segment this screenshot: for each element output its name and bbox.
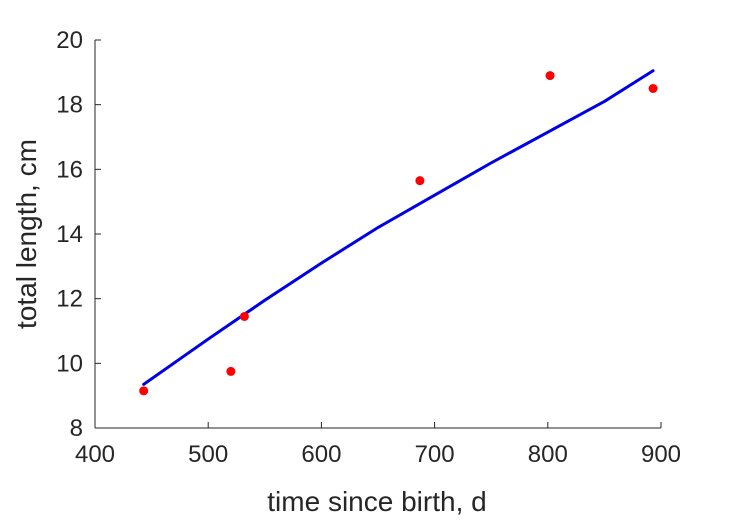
data-point (648, 84, 658, 93)
y-tick-label: 18 (56, 92, 83, 119)
axes: 400 500 600 700 800 900 8 10 12 14 16 18 20 (56, 27, 681, 468)
x-tick-label: 600 (301, 441, 341, 468)
x-axis-label: time since birth, d (267, 486, 486, 517)
data-point (226, 366, 236, 376)
y-tick-label: 16 (56, 156, 83, 183)
data-point (239, 311, 249, 321)
y-tick-label: 12 (56, 286, 83, 313)
y-tick-label: 20 (56, 27, 83, 54)
data-point (415, 176, 425, 186)
plot-marks (139, 69, 658, 396)
x-tick-label: 800 (528, 441, 568, 468)
x-tick-label: 400 (75, 441, 115, 468)
x-tick-label: 500 (188, 441, 228, 468)
y-tick-label: 14 (56, 221, 83, 248)
x-tick-label: 900 (641, 441, 681, 468)
x-tick-label: 700 (415, 441, 455, 468)
y-tick-label: 8 (70, 415, 83, 442)
data-point (139, 386, 149, 396)
fit-curve (142, 69, 655, 386)
y-tick-label: 10 (56, 350, 83, 377)
data-point (545, 71, 555, 81)
y-axis-label: total length, cm (11, 139, 42, 329)
